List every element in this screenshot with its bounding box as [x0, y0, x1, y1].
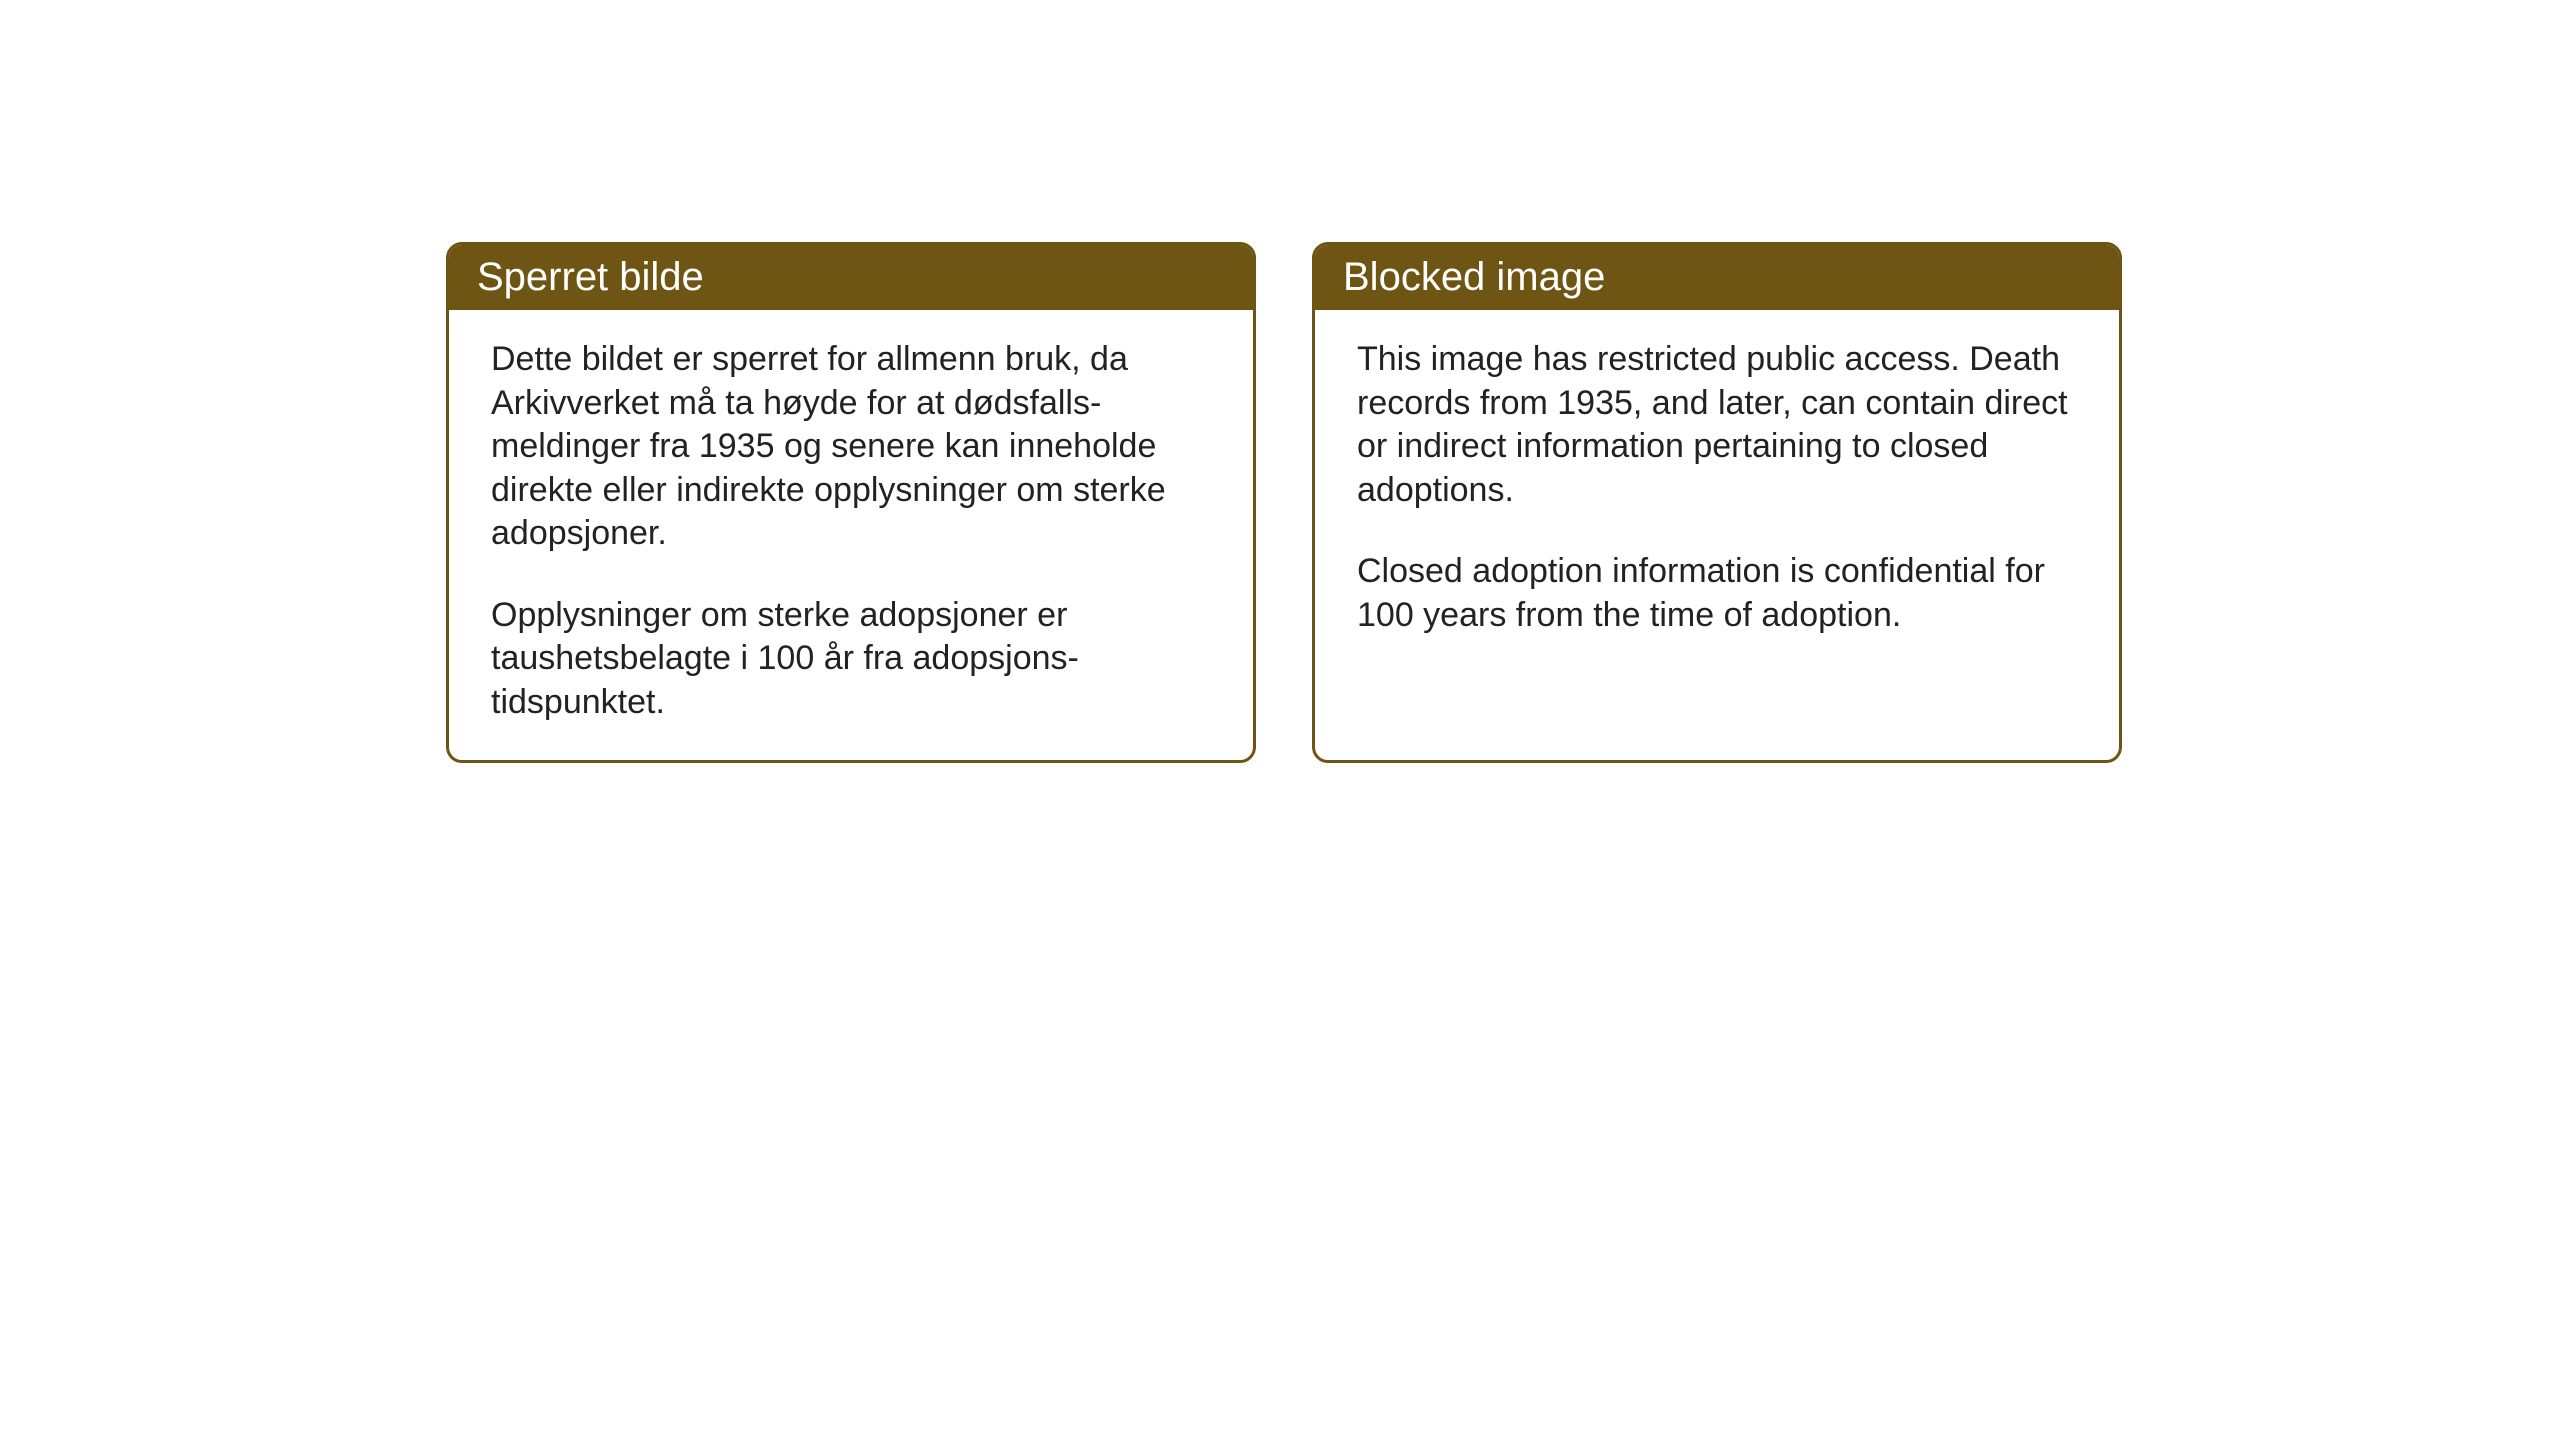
english-card: Blocked image This image has restricted …: [1312, 242, 2122, 763]
norwegian-card: Sperret bilde Dette bildet er sperret fo…: [446, 242, 1256, 763]
norwegian-paragraph-2: Opplysninger om sterke adopsjoner er tau…: [491, 594, 1211, 725]
english-card-body: This image has restricted public access.…: [1315, 310, 2119, 673]
norwegian-card-header: Sperret bilde: [449, 245, 1253, 310]
english-title: Blocked image: [1343, 255, 1605, 299]
norwegian-paragraph-1: Dette bildet er sperret for allmenn bruk…: [491, 338, 1211, 556]
norwegian-card-body: Dette bildet er sperret for allmenn bruk…: [449, 310, 1253, 760]
notice-container: Sperret bilde Dette bildet er sperret fo…: [446, 242, 2122, 763]
english-paragraph-2: Closed adoption information is confident…: [1357, 550, 2077, 637]
english-card-header: Blocked image: [1315, 245, 2119, 310]
norwegian-title: Sperret bilde: [477, 255, 704, 299]
english-paragraph-1: This image has restricted public access.…: [1357, 338, 2077, 512]
